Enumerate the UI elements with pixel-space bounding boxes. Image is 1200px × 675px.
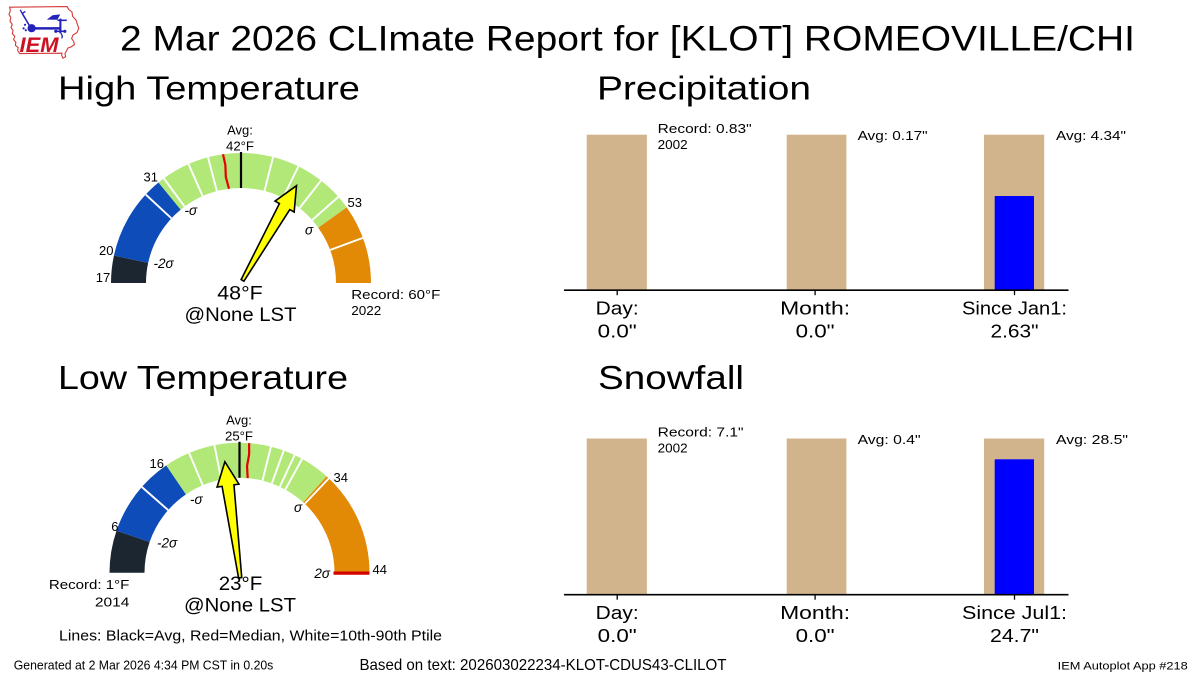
svg-text:IEM: IEM	[20, 34, 60, 57]
svg-text:Low Temperature: Low Temperature	[58, 360, 348, 397]
svg-text:-2σ: -2σ	[157, 536, 178, 551]
svg-text:Day:: Day:	[596, 298, 639, 319]
svg-text:IEM Autoplot App #218: IEM Autoplot App #218	[1058, 660, 1188, 672]
svg-text:24.7": 24.7"	[990, 625, 1039, 646]
svg-text:Avg: 4.34": Avg: 4.34"	[1056, 128, 1126, 143]
svg-text:Precipitation: Precipitation	[597, 70, 811, 107]
svg-text:Day:: Day:	[596, 602, 639, 623]
svg-text:Generated at 2 Mar 2026 4:34 P: Generated at 2 Mar 2026 4:34 PM CST in 0…	[14, 657, 274, 672]
svg-text:Based on text: 202603022234-KL: Based on text: 202603022234-KLOT-CDUS43-…	[360, 657, 727, 674]
svg-text:20: 20	[99, 243, 113, 258]
svg-text:0.0": 0.0"	[598, 625, 637, 646]
svg-text:Avg: 28.5": Avg: 28.5"	[1056, 432, 1128, 447]
svg-text:2.63": 2.63"	[991, 321, 1039, 342]
svg-text:48°F: 48°F	[217, 283, 263, 305]
svg-text:2014: 2014	[95, 595, 130, 610]
svg-text:-σ: -σ	[190, 492, 203, 507]
svg-text:2002: 2002	[658, 137, 688, 152]
svg-text:42°F: 42°F	[226, 139, 254, 154]
svg-text:2002: 2002	[658, 441, 688, 456]
svg-text:High Temperature: High Temperature	[58, 70, 360, 107]
svg-text:6: 6	[111, 519, 118, 534]
svg-text:16: 16	[150, 456, 164, 471]
svg-text:Month:: Month:	[780, 298, 850, 319]
svg-text:Record: 7.1": Record: 7.1"	[658, 425, 744, 440]
svg-text:34: 34	[334, 470, 348, 485]
svg-text:Since Jan1:: Since Jan1:	[962, 298, 1067, 319]
svg-text:0.0": 0.0"	[796, 321, 835, 342]
svg-text:Since Jul1:: Since Jul1:	[962, 602, 1067, 623]
svg-text:2022: 2022	[351, 303, 381, 318]
svg-text:Avg:: Avg:	[226, 413, 252, 428]
svg-text:23°F: 23°F	[219, 573, 263, 595]
svg-text:Record: 0.83": Record: 0.83"	[658, 121, 752, 136]
svg-text:17: 17	[96, 270, 110, 285]
svg-text:0.0": 0.0"	[796, 625, 835, 646]
svg-text:Lines: Black=Avg, Red=Median,: Lines: Black=Avg, Red=Median, White=10th…	[59, 629, 442, 645]
svg-text:31: 31	[144, 169, 158, 184]
svg-text:0.0": 0.0"	[598, 321, 637, 342]
svg-text:25°F: 25°F	[225, 429, 253, 444]
svg-text:2σ: 2σ	[313, 566, 331, 581]
svg-text:Avg: 0.4": Avg: 0.4"	[858, 432, 921, 447]
svg-text:σ: σ	[294, 500, 303, 515]
svg-text:Record: 60°F: Record: 60°F	[351, 287, 440, 302]
svg-text:Month:: Month:	[780, 602, 850, 623]
svg-text:-2σ: -2σ	[154, 256, 175, 271]
svg-text:σ: σ	[305, 223, 314, 238]
svg-text:2 Mar 2026 CLImate Report for: 2 Mar 2026 CLImate Report for [KLOT] ROM…	[120, 19, 1135, 59]
svg-text:Snowfall: Snowfall	[598, 360, 744, 397]
svg-text:44: 44	[373, 562, 387, 577]
svg-text:@None LST: @None LST	[184, 595, 296, 617]
svg-text:-σ: -σ	[185, 203, 198, 218]
svg-text:53: 53	[348, 195, 362, 210]
svg-text:Avg:: Avg:	[227, 123, 253, 138]
svg-text:Avg: 0.17": Avg: 0.17"	[858, 128, 928, 143]
svg-text:@None LST: @None LST	[185, 304, 297, 326]
svg-text:Record: 1°F: Record: 1°F	[49, 577, 130, 592]
